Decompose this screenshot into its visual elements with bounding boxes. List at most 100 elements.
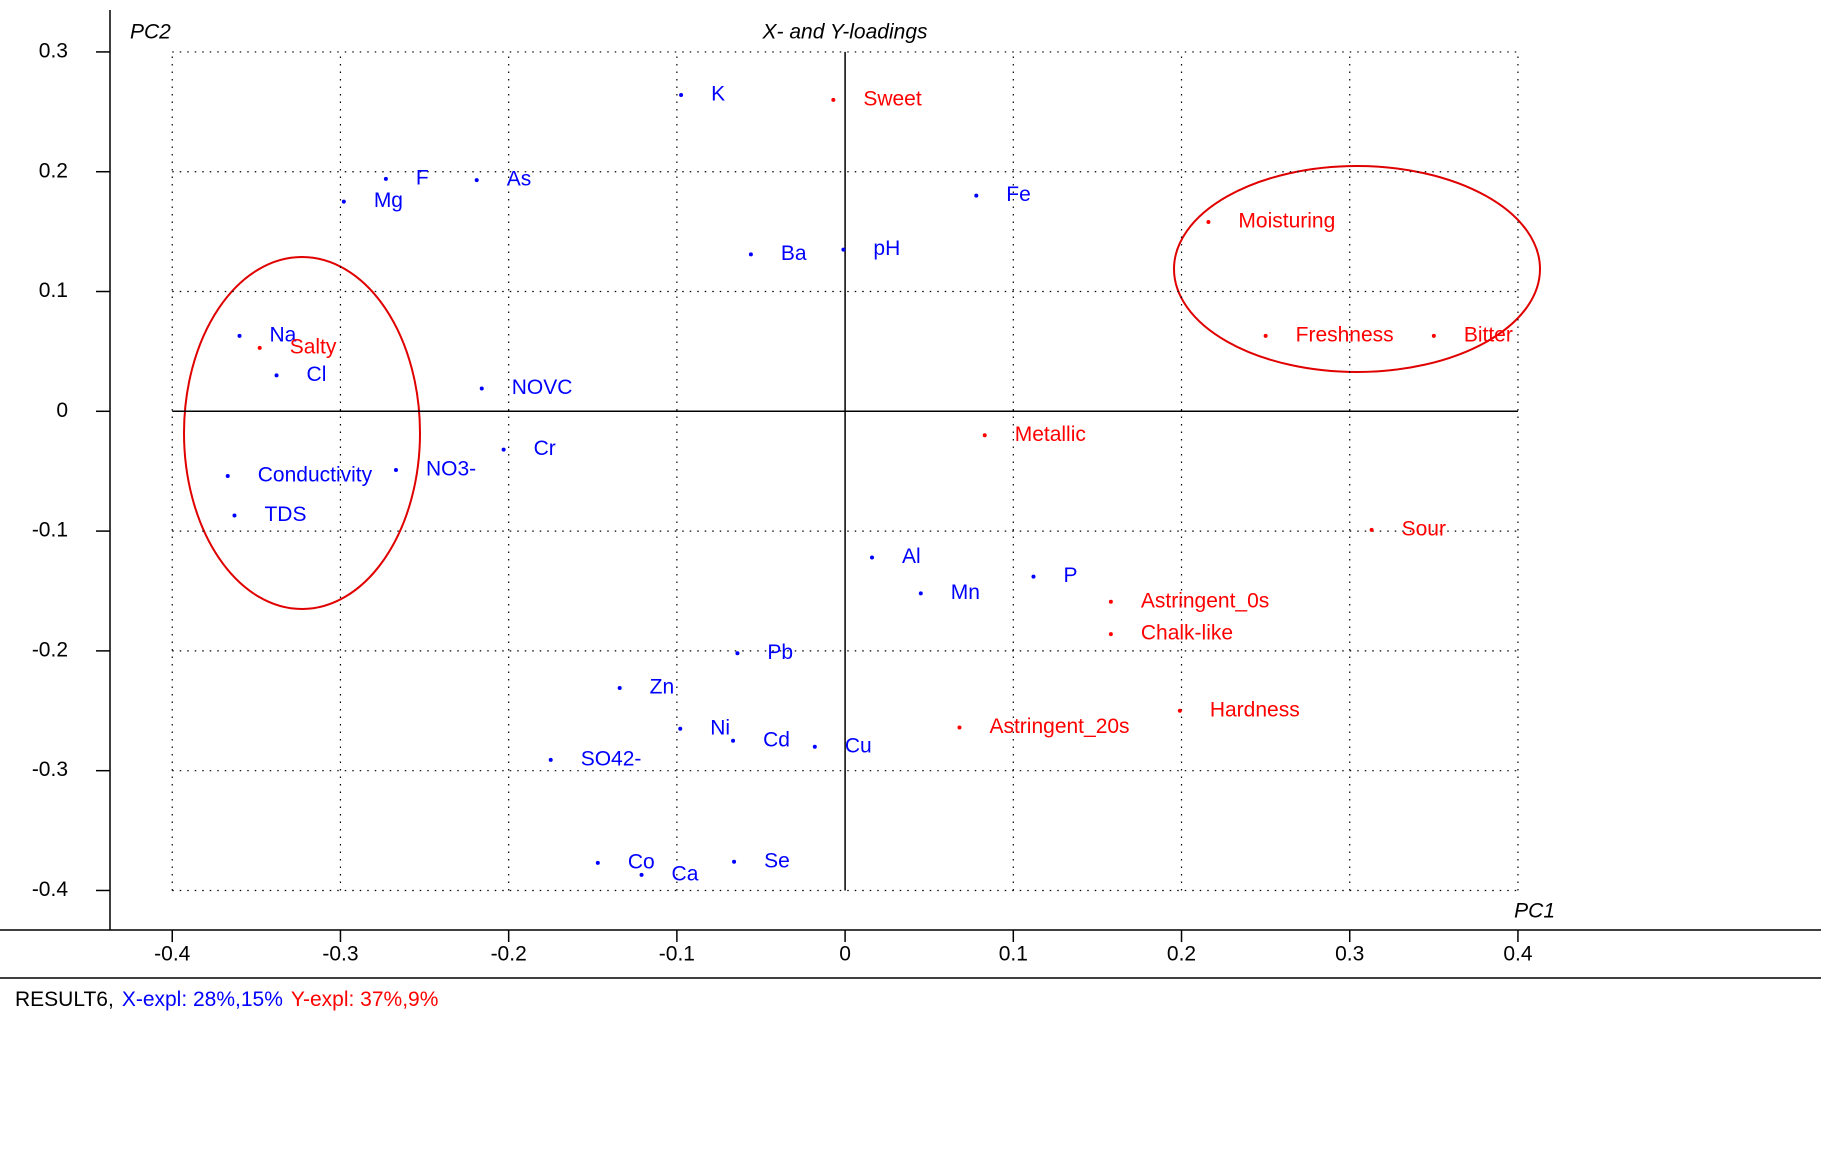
point-label: pH — [873, 237, 900, 260]
y-tick-label: -0.3 — [32, 758, 68, 781]
point — [1369, 527, 1374, 532]
x-tick-label: 0.1 — [999, 943, 1028, 966]
point — [274, 373, 279, 378]
point-label: Mn — [951, 581, 980, 604]
point-label: Fe — [1006, 183, 1031, 206]
point — [617, 686, 622, 691]
point-label: Na — [270, 323, 297, 346]
point — [257, 345, 262, 350]
point — [679, 93, 684, 98]
point-label: Salty — [290, 335, 337, 358]
point-label: Bitter — [1464, 323, 1513, 346]
point — [393, 468, 398, 472]
x-tick-label: -0.4 — [154, 943, 191, 966]
x-tick-label: -0.1 — [659, 943, 695, 966]
point — [479, 386, 484, 391]
point-label: Cl — [307, 363, 327, 386]
point — [474, 178, 479, 183]
x-tick-label: 0 — [839, 943, 851, 966]
point — [383, 176, 388, 181]
point — [501, 447, 506, 452]
point — [1263, 333, 1268, 338]
point-label: Se — [764, 849, 790, 872]
highlight-ellipse — [1173, 165, 1541, 373]
point — [225, 473, 230, 478]
point — [1108, 632, 1113, 637]
point — [548, 757, 553, 762]
point — [1108, 599, 1113, 604]
point-label: Ca — [672, 862, 699, 885]
point-label: Freshness — [1296, 323, 1394, 346]
point-label: Metallic — [1015, 423, 1086, 446]
point — [918, 591, 923, 596]
point-label: As — [507, 168, 532, 191]
point-label: F — [416, 166, 429, 189]
point-label: NOVC — [512, 376, 573, 399]
footer-part: Y-expl: 37%,9% — [291, 988, 438, 1011]
x-tick-label: -0.2 — [491, 943, 527, 966]
point — [678, 726, 683, 731]
y-tick-label: 0.2 — [39, 159, 68, 182]
point — [870, 555, 875, 560]
point — [639, 872, 644, 877]
point-label: Co — [628, 850, 655, 873]
point — [957, 725, 962, 730]
point-label: Sour — [1402, 517, 1446, 540]
point — [1177, 708, 1182, 713]
point-label: Conductivity — [258, 464, 373, 487]
point — [341, 199, 346, 204]
point-label: Zn — [650, 676, 675, 699]
point-label: Ba — [781, 242, 807, 265]
y-axis-label: PC2 — [130, 21, 171, 44]
point — [841, 247, 846, 252]
y-tick-label: -0.2 — [32, 638, 68, 661]
point-label: Pb — [767, 641, 793, 664]
point-label: P — [1063, 564, 1077, 587]
point-label: K — [711, 83, 725, 106]
point-label: Sweet — [863, 87, 922, 110]
point — [748, 252, 753, 257]
footer: RESULT6, X-expl: 28%,15% Y-expl: 37%,9% — [15, 988, 438, 1011]
footer-part: X-expl: 28%,15% — [122, 988, 283, 1011]
x-axis-label: PC1 — [1514, 900, 1555, 923]
point — [812, 744, 817, 749]
point — [731, 738, 736, 743]
point-label: Al — [902, 545, 921, 568]
point-label: TDS — [264, 503, 306, 526]
point — [831, 97, 836, 102]
x-tick-label: 0.4 — [1503, 943, 1533, 966]
chart-title: X- and Y-loadings — [762, 21, 928, 44]
point — [237, 333, 242, 338]
point — [732, 859, 737, 864]
y-tick-label: 0 — [56, 399, 68, 422]
point-label: Astringent_20s — [989, 715, 1129, 738]
point — [1431, 333, 1436, 338]
point — [232, 513, 237, 518]
highlight-ellipse — [183, 256, 421, 610]
point-label: Hardness — [1210, 698, 1300, 721]
y-tick-label: -0.4 — [32, 878, 69, 901]
point-label: Moisturing — [1238, 210, 1335, 233]
point-label: Cr — [534, 437, 556, 460]
point — [595, 860, 600, 865]
x-tick-label: -0.3 — [322, 943, 358, 966]
point — [982, 433, 987, 438]
y-tick-label: 0.1 — [39, 279, 68, 302]
point — [1031, 574, 1036, 579]
x-tick-label: 0.2 — [1167, 943, 1196, 966]
point-label: Cu — [845, 734, 872, 757]
point-label: NO3- — [426, 458, 476, 481]
point — [735, 651, 740, 656]
point-label: Chalk-like — [1141, 622, 1233, 645]
point-label: SO42- — [581, 747, 642, 770]
x-tick-label: 0.3 — [1335, 943, 1364, 966]
y-tick-label: -0.1 — [32, 519, 68, 542]
point-label: Astringent_0s — [1141, 589, 1269, 612]
footer-part: RESULT6, — [15, 988, 114, 1011]
point-label: Cd — [763, 728, 790, 751]
point-label: Ni — [710, 716, 730, 739]
point — [1206, 220, 1211, 225]
point — [974, 193, 979, 198]
y-tick-label: 0.3 — [39, 39, 68, 62]
